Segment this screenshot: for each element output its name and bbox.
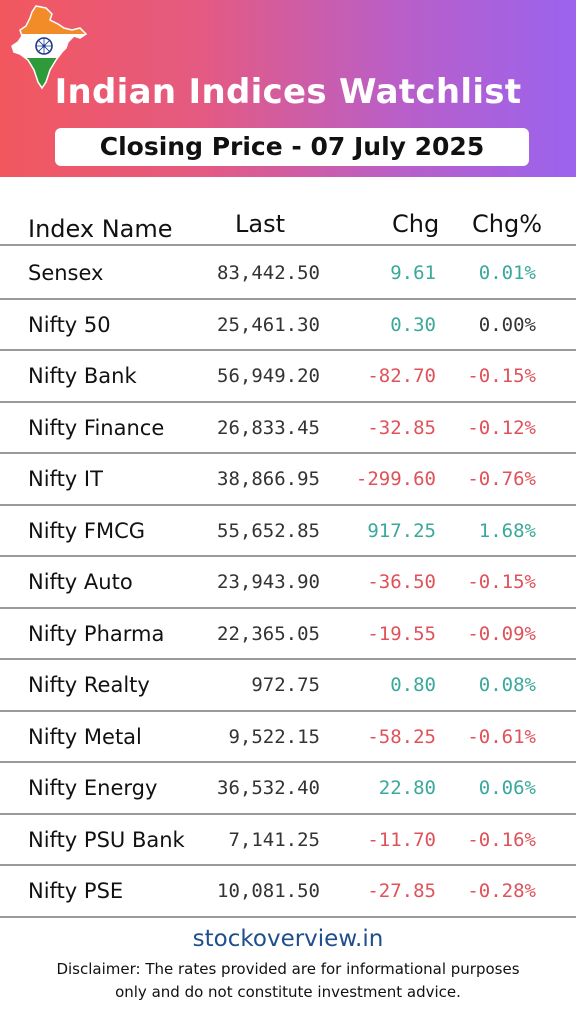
- change-percent-cell: 0.06%: [478, 777, 536, 799]
- table-row: Nifty Auto 23,943.90 -36.50 -0.15%: [0, 557, 576, 609]
- change-cell: 22.80: [378, 777, 436, 799]
- index-name-cell: Nifty Bank: [28, 364, 137, 388]
- change-cell: 0.30: [390, 313, 436, 336]
- last-price-cell: 972.75: [251, 674, 320, 696]
- change-cell: -19.55: [367, 622, 436, 645]
- india-map-flag-icon: [11, 5, 88, 90]
- index-name-cell: Nifty FMCG: [28, 518, 146, 543]
- table-row: Nifty Pharma 22,365.05 -19.55 -0.09%: [0, 609, 576, 660]
- table-row: Nifty IT 38,866.95 -299.60 -0.76%: [0, 454, 576, 506]
- change-cell: -11.70: [367, 828, 436, 851]
- change-cell: -27.85: [367, 880, 436, 902]
- change-cell: -36.50: [367, 571, 436, 593]
- index-name-cell: Nifty 50: [28, 312, 111, 337]
- last-price-cell: 83,442.50: [217, 262, 320, 284]
- change-cell: 0.80: [390, 674, 436, 696]
- change-percent-cell: 0.08%: [478, 674, 536, 696]
- table-row: Nifty Bank 56,949.20 -82.70 -0.15%: [0, 351, 576, 403]
- index-name-cell: Nifty Auto: [28, 570, 133, 594]
- change-percent-cell: -0.61%: [467, 725, 536, 748]
- change-percent-cell: -0.15%: [467, 365, 536, 387]
- index-name-cell: Nifty PSE: [28, 879, 124, 903]
- table-row: Nifty Metal 9,522.15 -58.25 -0.61%: [0, 712, 576, 763]
- index-name-cell: Nifty PSU Bank: [28, 827, 185, 852]
- change-cell: -82.70: [367, 365, 436, 387]
- change-percent-cell: -0.09%: [467, 622, 536, 645]
- column-header-chg-pct: Chg%: [472, 210, 543, 238]
- change-cell: 9.61: [390, 262, 436, 284]
- index-name-cell: Nifty IT: [28, 467, 103, 491]
- table-row: Nifty Realty 972.75 0.80 0.08%: [0, 660, 576, 712]
- page-title: Indian Indices Watchlist: [54, 72, 522, 112]
- last-price-cell: 38,866.95: [217, 468, 320, 490]
- column-header-chg: Chg: [392, 210, 440, 238]
- column-header-last: Last: [235, 210, 285, 238]
- index-name-cell: Nifty Metal: [28, 724, 142, 749]
- last-price-cell: 56,949.20: [217, 365, 320, 387]
- table-header: Index Name Last Chg Chg%: [0, 198, 576, 246]
- site-link[interactable]: stockoverview.in: [192, 926, 384, 952]
- disclaimer-text: Disclaimer: The rates provided are for i…: [56, 960, 520, 1001]
- last-price-cell: 7,141.25: [228, 828, 320, 851]
- change-cell: -32.85: [367, 416, 436, 439]
- change-percent-cell: -0.15%: [467, 571, 536, 593]
- page-subtitle: Closing Price - 07 July 2025: [55, 128, 529, 166]
- index-name-cell: Nifty Energy: [28, 776, 158, 800]
- last-price-cell: 55,652.85: [217, 519, 320, 542]
- change-cell: -299.60: [355, 468, 436, 490]
- header-banner: Indian Indices Watchlist Closing Price -…: [0, 0, 576, 177]
- table-row: Nifty Finance 26,833.45 -32.85 -0.12%: [0, 403, 576, 454]
- last-price-cell: 25,461.30: [217, 313, 320, 336]
- index-name-cell: Sensex: [28, 261, 104, 285]
- column-header-index-name: Index Name: [28, 215, 173, 243]
- last-price-cell: 36,532.40: [217, 777, 320, 799]
- table-row: Nifty Energy 36,532.40 22.80 0.06%: [0, 763, 576, 815]
- change-percent-cell: -0.28%: [467, 880, 536, 902]
- table-row: Nifty PSU Bank 7,141.25 -11.70 -0.16%: [0, 815, 576, 866]
- change-percent-cell: 1.68%: [478, 519, 536, 542]
- index-name-cell: Nifty Pharma: [28, 621, 165, 646]
- last-price-cell: 22,365.05: [217, 622, 320, 645]
- table-row: Nifty 50 25,461.30 0.30 0.00%: [0, 300, 576, 351]
- table-row: Nifty FMCG 55,652.85 917.25 1.68%: [0, 506, 576, 557]
- last-price-cell: 10,081.50: [217, 880, 320, 902]
- index-name-cell: Nifty Finance: [28, 415, 165, 440]
- table-row: Sensex 83,442.50 9.61 0.01%: [0, 248, 576, 300]
- index-name-cell: Nifty Realty: [28, 673, 150, 697]
- change-percent-cell: 0.01%: [478, 262, 536, 284]
- last-price-cell: 26,833.45: [217, 416, 320, 439]
- change-percent-cell: -0.16%: [467, 828, 536, 851]
- last-price-cell: 9,522.15: [228, 725, 320, 748]
- indices-table: Sensex 83,442.50 9.61 0.01% Nifty 50 25,461.3…: [0, 248, 576, 918]
- change-cell: -58.25: [367, 725, 436, 748]
- change-cell: 917.25: [367, 519, 436, 542]
- change-percent-cell: 0.00%: [478, 313, 536, 336]
- change-percent-cell: -0.12%: [467, 416, 536, 439]
- change-percent-cell: -0.76%: [467, 468, 536, 490]
- last-price-cell: 23,943.90: [217, 571, 320, 593]
- table-row: Nifty PSE 10,081.50 -27.85 -0.28%: [0, 866, 576, 918]
